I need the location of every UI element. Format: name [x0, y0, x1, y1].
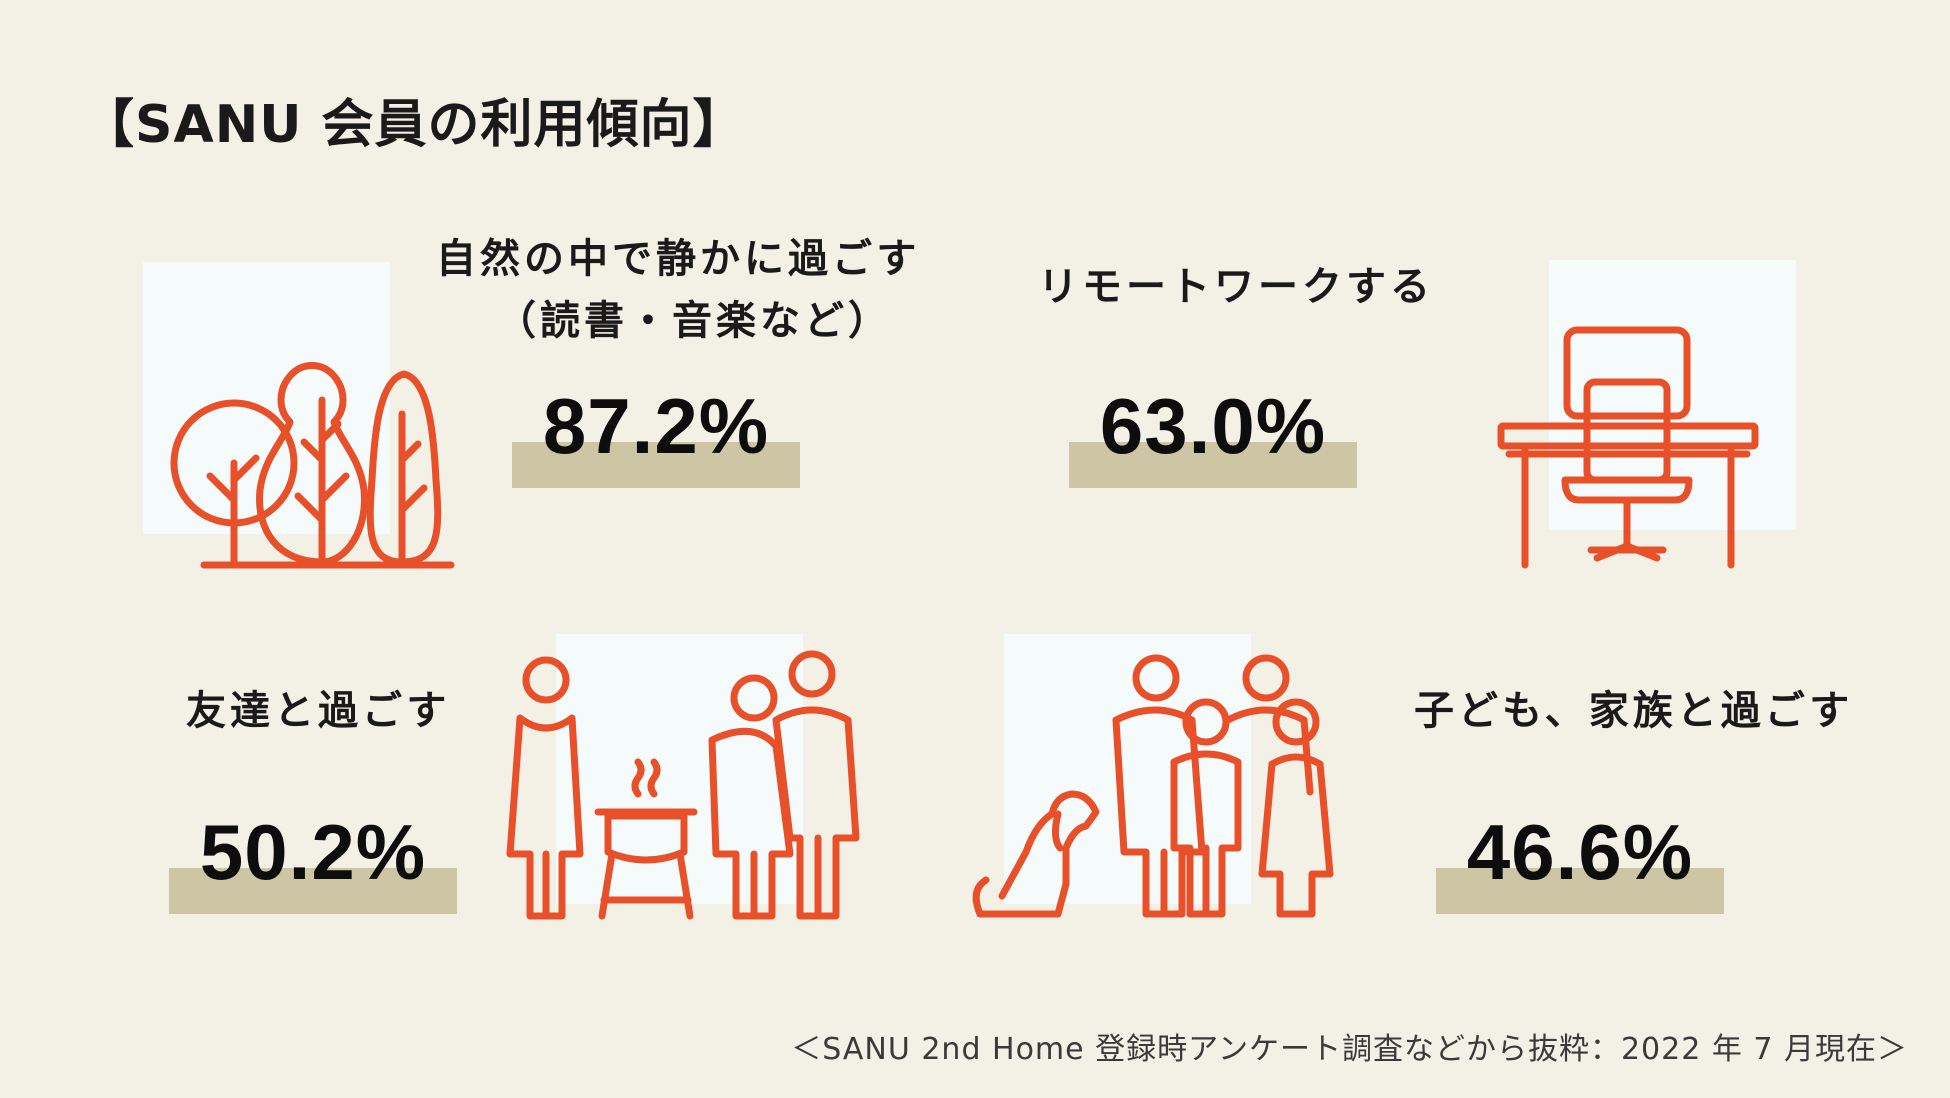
trees-icon [168, 330, 458, 570]
stat-label-family: 子ども、家族と過ごす [1414, 688, 1854, 734]
stat-value-family: 46.6% [1466, 808, 1694, 896]
stat-label-nature-line2: （読書・音楽など） [496, 298, 892, 344]
stat-label-friends: 友達と過ごす [186, 688, 451, 734]
desk-chair-icon [1495, 320, 1760, 570]
stat-label-nature-line1: 自然の中で静かに過ごす [436, 236, 921, 282]
stat-bar [1069, 442, 1357, 488]
stat-friends: 50.2% [169, 804, 457, 914]
stat-bar [512, 442, 800, 488]
stat-bar [1436, 868, 1724, 914]
stat-value-nature: 87.2% [542, 382, 770, 470]
stat-remote-work: 63.0% [1069, 378, 1357, 488]
stat-label-remote-work: リモートワークする [1038, 264, 1434, 310]
page-title: 【SANU 会員の利用傾向】 [82, 95, 746, 155]
family-panel [1004, 634, 1251, 904]
friends-icon [500, 650, 870, 924]
stat-family: 46.6% [1436, 804, 1724, 914]
family-dog-icon [966, 652, 1346, 922]
stat-label-nature: 自然の中で静かに過ごす （読書・音楽など） [436, 228, 920, 352]
stat-nature: 87.2% [512, 378, 800, 488]
stat-value-remote-work: 63.0% [1099, 382, 1327, 470]
source-note: ＜SANU 2nd Home 登録時アンケート調査などから抜粋：2022 年 7… [791, 1032, 1908, 1067]
stat-bar [169, 868, 457, 914]
trees-panel [143, 262, 390, 534]
stat-value-friends: 50.2% [199, 808, 427, 896]
